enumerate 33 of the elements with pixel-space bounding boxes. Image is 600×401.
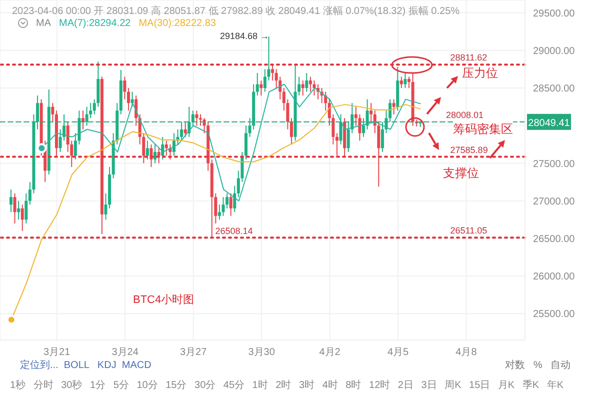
x-tick-label: 3月24 bbox=[112, 347, 139, 358]
annotation: 28811.62 bbox=[450, 52, 488, 63]
annotation: 压力位 bbox=[462, 65, 498, 82]
text: 定位到... BOLL KDJ MACD bbox=[20, 358, 152, 372]
x-tick-label: 3月21 bbox=[44, 347, 71, 358]
text: MA(7):28294.22 bbox=[59, 18, 131, 28]
ref-line-label: 28049.41 bbox=[528, 118, 570, 129]
x-tick-label: 3月30 bbox=[248, 347, 276, 358]
annotation: 26511.05 bbox=[450, 226, 488, 236]
text: BTC4小时图 bbox=[133, 293, 194, 307]
text: 1秒 分时 30秒 1分 5分 10分 15分 30分 45分 1时 2时 3时 4时 8时 12时 2日 3日 周K 15日 月K 季K 年K bbox=[10, 378, 564, 392]
y-tick-label: 28500.00 bbox=[533, 84, 576, 95]
y-tick-label: 29000.00 bbox=[533, 46, 576, 57]
y-tick-label: 27000.00 bbox=[533, 196, 576, 208]
annotation: 支撑位 bbox=[443, 165, 479, 182]
annotation: 筹码密集区 bbox=[453, 121, 513, 138]
y-tick-label: 29500.00 bbox=[533, 8, 576, 20]
annotation: 27585.89 bbox=[450, 144, 488, 155]
x-tick-label: 4月2 bbox=[319, 347, 341, 358]
annotation: 28008.01 bbox=[446, 110, 484, 120]
y-tick-label: 25500.00 bbox=[533, 309, 576, 320]
annotation: MA bbox=[36, 18, 51, 28]
annotation: 29184.68 → bbox=[220, 31, 270, 41]
x-tick-label: 3月27 bbox=[180, 347, 208, 358]
x-tick-label: 4月5 bbox=[387, 347, 410, 358]
text: 对数 % 自动 bbox=[505, 358, 571, 372]
y-tick-label: 27500.00 bbox=[533, 158, 576, 170]
text: MA(30):28222.83 bbox=[138, 18, 216, 28]
annotation: 2023-04-06 00:00 开 28031.09 高 28051.87 低 27982.89 收 28049.41 涨幅 0.07%(18.32) 振幅 0.25% bbox=[12, 4, 460, 18]
x-tick-label: 4月8 bbox=[456, 347, 478, 358]
y-tick-label: 26500.00 bbox=[533, 234, 576, 245]
y-tick-label: 26000.00 bbox=[533, 272, 576, 283]
annotation: 26508.14 bbox=[215, 226, 253, 236]
